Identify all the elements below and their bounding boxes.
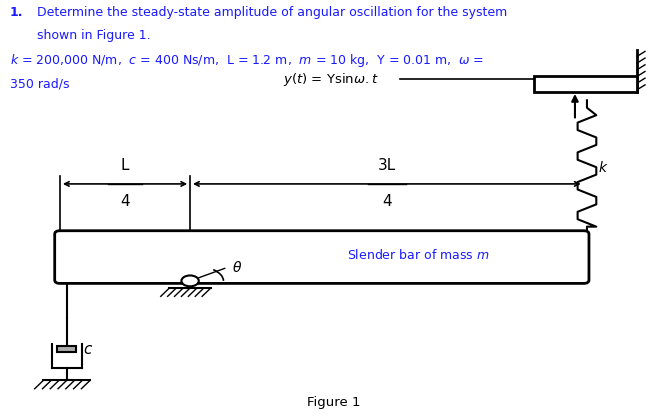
Bar [534, 76, 637, 92]
Text: shown in Figure 1.: shown in Figure 1. [37, 29, 150, 42]
Text: $y(t)$ = Ysin$\omega.t$: $y(t)$ = Ysin$\omega.t$ [283, 71, 380, 88]
Text: Determine the steady-state amplitude of angular oscillation for the system: Determine the steady-state amplitude of … [37, 6, 507, 19]
Text: Figure 1: Figure 1 [307, 396, 360, 409]
Circle shape [181, 275, 199, 286]
FancyBboxPatch shape [55, 231, 589, 283]
Text: 4: 4 [382, 194, 392, 209]
Text: 3L: 3L [378, 158, 396, 173]
Text: $k$ = 200,000 N/m,  $c$ = 400 Ns/m,  L = 1.2 m,  $m$ = 10 kg,  Y = 0.01 m,  $\om: $k$ = 200,000 N/m, $c$ = 400 Ns/m, L = 1… [10, 52, 484, 69]
Text: Slender bar of mass $m$: Slender bar of mass $m$ [347, 248, 490, 262]
Text: L: L [121, 158, 129, 173]
Text: $\theta$: $\theta$ [232, 260, 242, 275]
Text: $k$: $k$ [598, 160, 608, 175]
Bar [57, 346, 76, 352]
Text: 1.: 1. [10, 6, 23, 19]
Text: 4: 4 [120, 194, 130, 209]
Text: $c$: $c$ [83, 342, 93, 357]
Text: 350 rad/s: 350 rad/s [10, 77, 69, 90]
